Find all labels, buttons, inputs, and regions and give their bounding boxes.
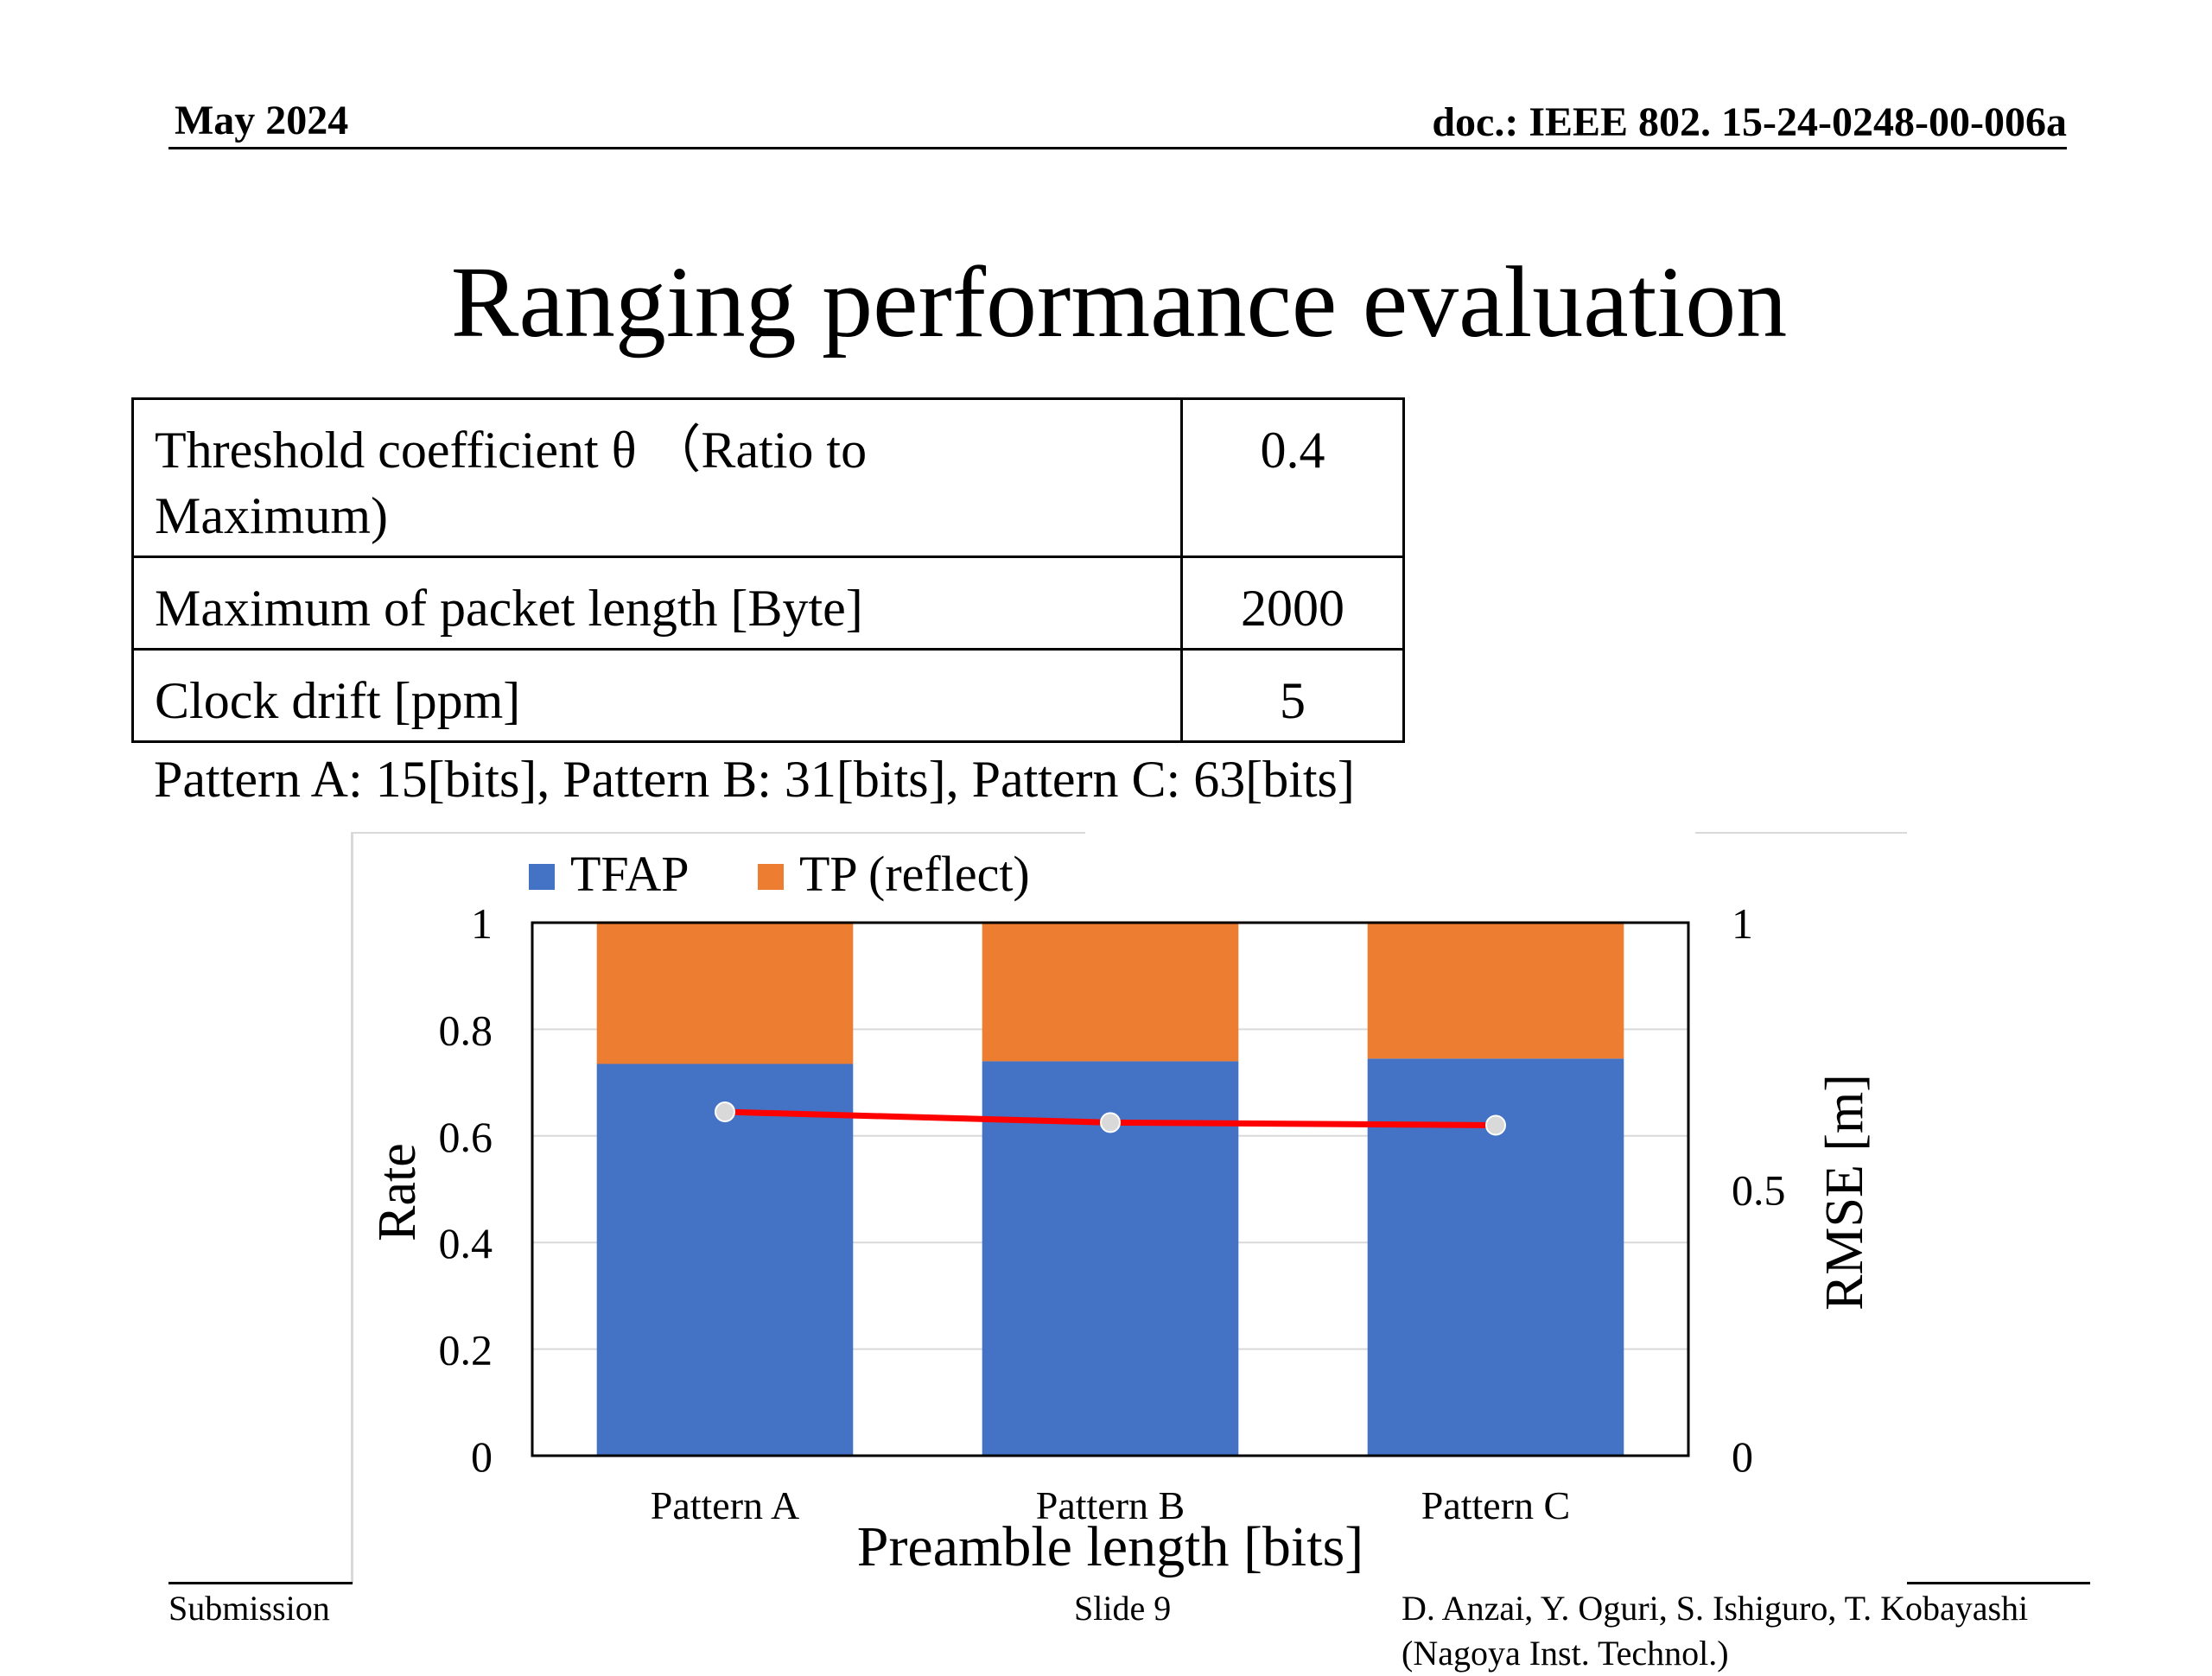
header-rule — [168, 147, 2067, 149]
chart-frame-border — [1695, 832, 1907, 834]
x-tick-label: Pattern C — [1421, 1483, 1570, 1527]
bar-segment-tp-reflect — [982, 923, 1239, 1062]
footer-rule — [168, 1582, 353, 1584]
slide-title: Ranging performance evaluation — [450, 245, 1788, 359]
param-label: Threshold coefficient θ （Ratio to Maximu… — [131, 397, 1183, 558]
header-date: May 2024 — [175, 98, 349, 143]
bar-segment-tfap — [596, 1063, 854, 1456]
rmse-point — [715, 1101, 735, 1123]
y-tick-label: 1 — [471, 899, 493, 948]
y-tick-label: 0.2 — [439, 1326, 493, 1374]
table-row: Clock drift [ppm] 5 — [131, 648, 1405, 743]
y-tick-label: 0.8 — [439, 1006, 493, 1054]
x-axis-ticks: Pattern A Pattern B Pattern C — [651, 1483, 1570, 1527]
x-tick-label: Pattern B — [1036, 1483, 1185, 1527]
param-value: 2000 — [1180, 555, 1405, 651]
parameters-table: Threshold coefficient θ （Ratio to Maximu… — [131, 397, 1405, 743]
chart-frame-border — [351, 832, 353, 1584]
param-value: 5 — [1180, 648, 1405, 743]
x-axis-label: Preamble length [bits] — [857, 1515, 1364, 1578]
table-row: Threshold coefficient θ （Ratio to Maximu… — [131, 397, 1405, 558]
header-doc-id: doc.: IEEE 802. 15-24-0248-00-006a — [1432, 99, 2067, 145]
y-axis-ticks: 0 0.2 0.4 0.6 0.8 1 — [439, 899, 493, 1481]
footer-authors-line1: D. Anzai, Y. Oguri, S. Ishiguro, T. Koba… — [1402, 1589, 2029, 1628]
param-value: 0.4 — [1180, 397, 1405, 558]
y-tick-label: 0.6 — [439, 1113, 493, 1161]
y-axis-label: Rate — [368, 1143, 427, 1241]
rmse-point — [1100, 1112, 1121, 1133]
y2-tick-label: 0.5 — [1732, 1166, 1786, 1215]
pattern-note: Pattern A: 15[bits], Pattern B: 31[bits]… — [154, 751, 1355, 808]
y2-axis-label: RMSE [m] — [1815, 1074, 1874, 1311]
param-label-line2: Maximum) — [155, 487, 388, 544]
legend-swatch-tp-reflect — [758, 864, 784, 890]
legend: TFAP TP (reflect) — [529, 846, 1030, 902]
y-tick-label: 0.4 — [439, 1219, 493, 1267]
y2-tick-label: 0 — [1732, 1432, 1753, 1481]
rmse-line-group — [715, 1101, 1506, 1136]
y-tick-label: 0 — [471, 1432, 493, 1481]
footer-authors-line2: (Nagoya Inst. Technol.) — [1402, 1634, 1729, 1673]
footer-slide-number: Slide 9 — [1074, 1589, 1172, 1628]
footer-submission: Submission — [168, 1589, 330, 1628]
bar-segment-tp-reflect — [596, 923, 854, 1064]
footer-authors: D. Anzai, Y. Oguri, S. Ishiguro, T. Koba… — [1402, 1586, 2028, 1676]
y2-tick-label: 1 — [1732, 899, 1753, 948]
legend-swatch-tfap — [529, 864, 555, 890]
y2-axis-ticks: 00.51 — [1732, 899, 1786, 1481]
legend-label-tfap: TFAP — [570, 846, 690, 902]
table-row: Maximum of packet length [Byte] 2000 — [131, 555, 1405, 651]
plot-area-border — [531, 921, 1690, 1457]
bar-segment-tp-reflect — [1367, 923, 1624, 1059]
legend-label-tp-reflect: TP (reflect) — [799, 846, 1030, 902]
param-label: Maximum of packet length [Byte] — [131, 555, 1183, 651]
param-label: Clock drift [ppm] — [131, 648, 1183, 743]
bar-group — [596, 923, 1624, 1456]
rmse-point — [1485, 1114, 1506, 1136]
x-tick-label: Pattern A — [651, 1483, 799, 1527]
param-label-line1: Threshold coefficient θ （Ratio to — [155, 422, 868, 479]
chart-frame-border — [351, 832, 1085, 834]
footer-rule — [1907, 1582, 2090, 1584]
